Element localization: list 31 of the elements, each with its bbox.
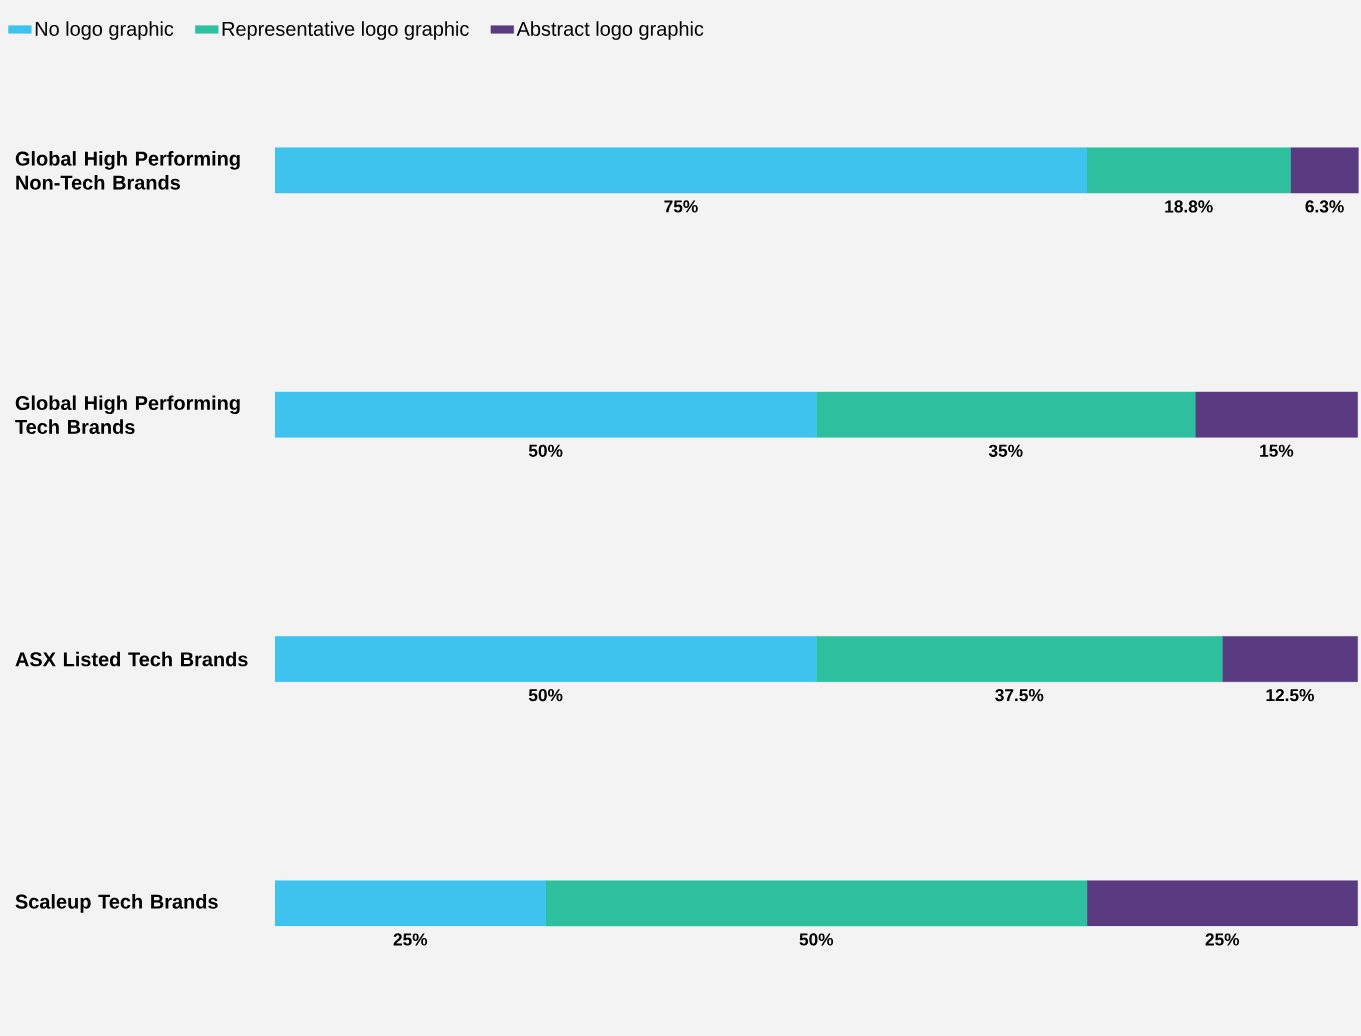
bar <box>274 880 546 927</box>
data-label: 15% <box>1260 444 1294 457</box>
legend-label: Representative logo graphic <box>222 21 469 40</box>
data-label: 25% <box>393 933 428 946</box>
bar <box>1290 147 1359 194</box>
bar <box>274 391 817 438</box>
bar <box>816 636 1223 682</box>
bar <box>1194 391 1358 438</box>
y-tick-label: Scaleup Tech Brands <box>15 894 218 913</box>
data-label: 37.5% <box>995 688 1044 702</box>
data-label: 35% <box>988 444 1023 457</box>
bar <box>1086 147 1291 194</box>
y-tick-label: Global High Performing Tech Brands <box>15 395 240 434</box>
bar <box>274 147 1088 194</box>
legend-label: Abstract logo graphic <box>516 21 704 40</box>
data-label: 25% <box>1205 933 1240 946</box>
data-label: 50% <box>528 688 563 702</box>
bar <box>1086 880 1358 927</box>
y-tick-label: Global High Performing Non-Tech Brands <box>15 151 240 190</box>
bar <box>545 880 1088 927</box>
data-label: 18.8% <box>1165 200 1213 213</box>
data-label: 50% <box>799 933 834 946</box>
bar <box>816 391 1196 438</box>
data-label: 6.3% <box>1305 200 1344 213</box>
bar <box>274 636 817 682</box>
data-label: 75% <box>664 200 698 213</box>
y-tick-label: ASX Listed Tech Brands <box>15 651 248 667</box>
data-label: 12.5% <box>1266 688 1314 702</box>
data-label: 50% <box>528 444 563 457</box>
bar <box>1222 636 1358 682</box>
legend-label: No logo graphic <box>35 21 174 40</box>
